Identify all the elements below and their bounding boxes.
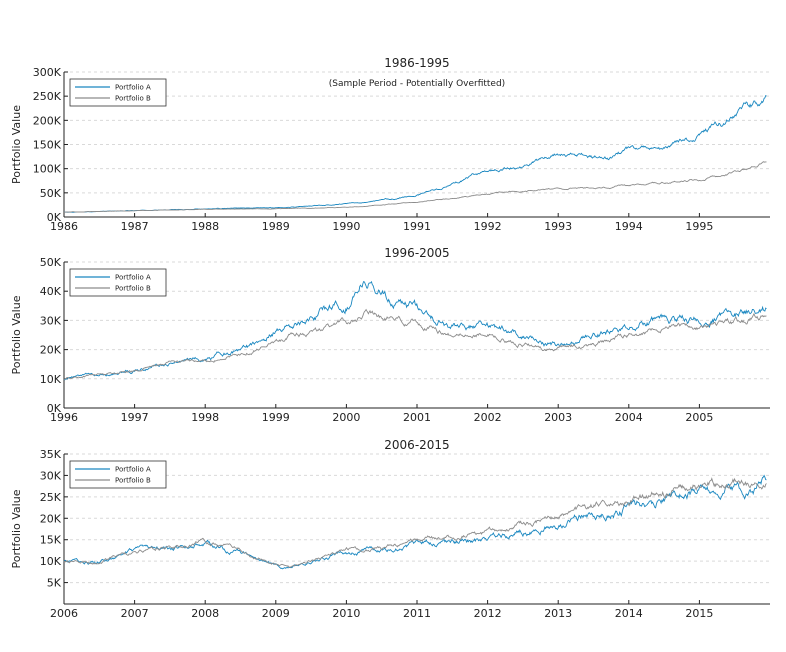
y-tick-label: 0K: [47, 402, 62, 415]
y-axis-label: Portfolio Value: [10, 105, 23, 184]
y-tick-label: 50K: [40, 187, 62, 200]
legend-box: [69, 268, 167, 297]
panel-subtitle: (Sample Period - Potentially Overfitted): [329, 79, 505, 89]
x-tick-label: 2007: [121, 607, 149, 620]
legend-box: [69, 78, 167, 107]
x-tick-label: 1987: [121, 220, 149, 233]
y-tick-label: 20K: [40, 512, 62, 525]
legend-label: Portfolio A: [115, 84, 151, 92]
x-tick-label: 2009: [262, 607, 290, 620]
y-tick-label: 15K: [40, 534, 62, 547]
y-tick-label: 300K: [33, 66, 62, 79]
series-line-portfolio-b: [63, 161, 767, 213]
legend: Portfolio A Portfolio B: [69, 268, 167, 297]
y-tick-label: 10K: [40, 373, 62, 386]
series-line-portfolio-b: [63, 477, 767, 568]
series-line-portfolio-a: [63, 474, 767, 570]
x-tick-label: 1995: [685, 220, 713, 233]
x-tick-label: 2008: [191, 607, 219, 620]
legend: Portfolio A Portfolio B: [69, 78, 167, 107]
x-tick-label: 1992: [474, 220, 502, 233]
y-axis-label: Portfolio Value: [10, 489, 23, 568]
x-tick-label: 1994: [615, 220, 643, 233]
x-tick-label: 2003: [544, 411, 572, 424]
legend: Portfolio A Portfolio B: [69, 460, 167, 489]
panel-title: 2006-2015: [384, 438, 449, 452]
x-tick-label: 2000: [332, 411, 360, 424]
legend-label: Portfolio B: [115, 285, 151, 293]
chart-panel-3: 5K 10K 15K 20K 25K 30K 35K 2006 2007 2008 2009 2010…: [10, 438, 770, 620]
y-tick-label: 5K: [47, 577, 62, 590]
chart-panel-1: 0K 50K 100K 150K 200K 250K 300K 1986 1987 1988 198…: [10, 56, 770, 233]
series-line-portfolio-a: [64, 94, 767, 213]
x-tick-label: 2014: [615, 607, 643, 620]
y-tick-label: 30K: [40, 469, 62, 482]
legend-label: Portfolio B: [115, 95, 151, 103]
x-tick-label: 2012: [474, 607, 502, 620]
x-tick-label: 1997: [121, 411, 149, 424]
panel-title: 1986-1995: [384, 56, 449, 70]
x-tick-label: 1988: [191, 220, 219, 233]
y-axis-label: Portfolio Value: [10, 295, 23, 374]
x-tick-label: 2001: [403, 411, 431, 424]
x-tick-label: 1990: [332, 220, 360, 233]
x-tick-label: 1986: [50, 220, 78, 233]
legend-label: Portfolio A: [115, 274, 151, 282]
series-line-portfolio-b: [63, 308, 767, 380]
x-tick-label: 2011: [403, 607, 431, 620]
legend-label: Portfolio A: [115, 466, 151, 474]
x-tick-label: 1989: [262, 220, 290, 233]
x-tick-label: 2004: [615, 411, 643, 424]
y-tick-label: 25K: [40, 491, 62, 504]
y-tick-label: 10K: [40, 555, 62, 568]
x-tick-label: 2002: [474, 411, 502, 424]
chart-panel-2: 0K 10K 20K 30K 40K 50K 1996 1997 1998 1999 2000 200…: [10, 246, 770, 424]
y-tick-label: 100K: [33, 163, 62, 176]
y-tick-label: 50K: [40, 256, 62, 269]
x-tick-label: 2015: [685, 607, 713, 620]
x-tick-label: 1996: [50, 411, 78, 424]
y-tick-label: 20K: [40, 344, 62, 357]
y-tick-label: 250K: [33, 90, 62, 103]
y-tick-label: 200K: [33, 114, 62, 127]
x-tick-label: 2006: [50, 607, 78, 620]
x-tick-label: 2005: [685, 411, 713, 424]
y-tick-label: 0K: [47, 211, 62, 224]
x-tick-label: 1991: [403, 220, 431, 233]
legend-box: [69, 460, 167, 489]
y-tick-label: 30K: [40, 314, 62, 327]
x-tick-label: 1999: [262, 411, 290, 424]
x-tick-label: 1993: [544, 220, 572, 233]
panel-title: 1996-2005: [384, 246, 449, 260]
y-tick-label: 150K: [33, 139, 62, 152]
legend-label: Portfolio B: [115, 477, 151, 485]
y-tick-label: 35K: [40, 448, 62, 461]
x-tick-label: 2010: [332, 607, 360, 620]
x-tick-label: 1998: [191, 411, 219, 424]
y-tick-label: 40K: [40, 285, 62, 298]
x-tick-label: 2013: [544, 607, 572, 620]
